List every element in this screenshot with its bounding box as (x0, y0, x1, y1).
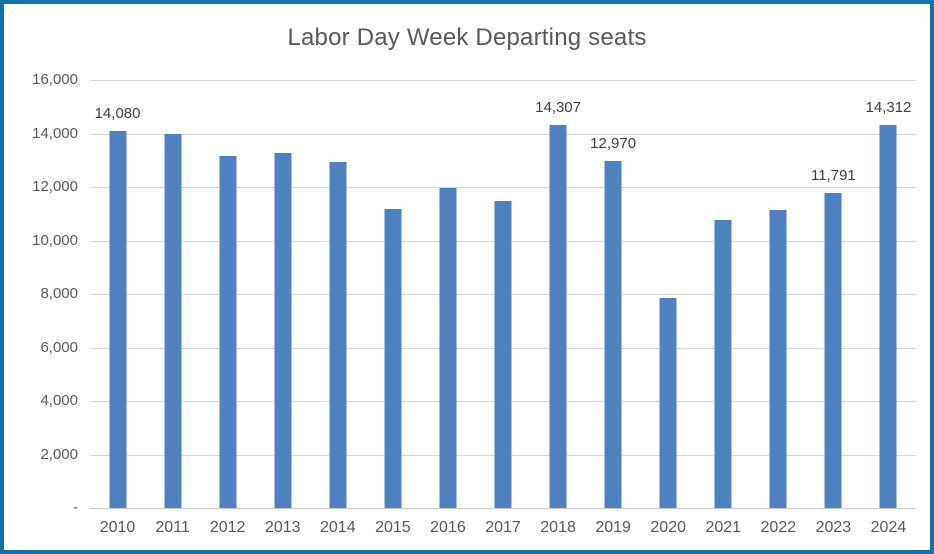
x-axis-tick-label: 2016 (430, 519, 466, 536)
y-axis-tick-label: 4,000 (40, 392, 78, 409)
bar-slot-2021 (696, 80, 751, 508)
x-axis-tick-label: 2022 (760, 519, 797, 536)
x-axis-tick-label: 2019 (595, 519, 631, 536)
bar-value-label: 11,791 (811, 166, 856, 184)
bar-2020 (659, 297, 677, 508)
bar-slot-2017 (475, 80, 530, 508)
bar-slot-2024: 14,312 (861, 80, 916, 508)
bar-2016 (439, 188, 457, 508)
y-axis-tick-label: 16,000 (32, 71, 78, 88)
bar-slot-2014 (310, 80, 365, 508)
x-axis-tick-label: 2020 (650, 519, 686, 536)
bar-2015 (384, 208, 402, 508)
x-axis-tick-label: 2018 (540, 519, 576, 536)
x-axis-tick-label: 2012 (209, 519, 246, 536)
bar-slot-2013 (255, 80, 310, 508)
bar-slot-2012 (200, 80, 255, 508)
bar-slot-2018: 14,307 (531, 80, 586, 508)
x-axis-tick-label: 2010 (99, 519, 136, 536)
bar-slot-2023: 11,791 (806, 80, 861, 508)
bar-2018 (549, 125, 567, 508)
bar-slot-2019: 12,970 (586, 80, 641, 508)
bar-2021 (714, 220, 732, 508)
x-axis-baseline (90, 508, 916, 509)
bar-2014 (329, 162, 347, 508)
bar-2017 (494, 201, 512, 508)
bar-value-label: 12,970 (590, 135, 637, 153)
bar-2012 (219, 156, 237, 508)
chart-title: Labor Day Week Departing seats (287, 24, 647, 51)
x-axis-tick-label: 2023 (815, 519, 852, 536)
bar-2022 (769, 209, 787, 508)
bar-value-label: 14,080 (94, 105, 141, 123)
y-axis-tick-label: 2,000 (40, 445, 78, 463)
bar-value-label: 14,312 (865, 99, 912, 117)
bar-slot-2020 (641, 80, 696, 508)
y-axis-tick-label: - (73, 499, 78, 516)
bar-slot-2022 (751, 80, 806, 508)
gridline (90, 133, 916, 135)
bar-value-label: 14,307 (535, 99, 582, 117)
x-axis-tick-label: 2021 (705, 519, 742, 536)
x-axis-tick-label: 2011 (155, 519, 190, 536)
bar-slot-2016 (420, 80, 475, 508)
bar-slot-2015 (365, 80, 420, 508)
x-axis-tick-label: 2024 (870, 519, 907, 536)
gridline (90, 80, 916, 81)
y-axis-tick-label: 10,000 (32, 231, 78, 249)
bar-2013 (274, 153, 292, 508)
x-axis-tick-label: 2015 (375, 519, 411, 536)
y-axis-tick-label: 8,000 (40, 285, 78, 302)
y-axis-tick-label: 6,000 (40, 338, 78, 356)
plot-area: 14,080 14,307 12,970 11,791 14,312 (90, 80, 916, 509)
bar-2011 (164, 134, 182, 508)
bar-slot-2010: 14,080 (90, 80, 145, 508)
gridline (90, 187, 916, 188)
bar-2023 (824, 192, 842, 508)
bar-2019 (604, 161, 622, 508)
bar-2010 (109, 131, 127, 508)
x-axis-tick-label: 2014 (320, 519, 356, 536)
x-axis-tick-label: 2013 (264, 519, 301, 536)
x-axis-tick-label: 2017 (485, 519, 521, 536)
bar-2024 (879, 125, 897, 508)
y-axis-tick-label: 14,000 (32, 124, 78, 142)
bar-slot-2011 (145, 80, 200, 508)
y-axis-tick-label: 12,000 (32, 178, 78, 195)
